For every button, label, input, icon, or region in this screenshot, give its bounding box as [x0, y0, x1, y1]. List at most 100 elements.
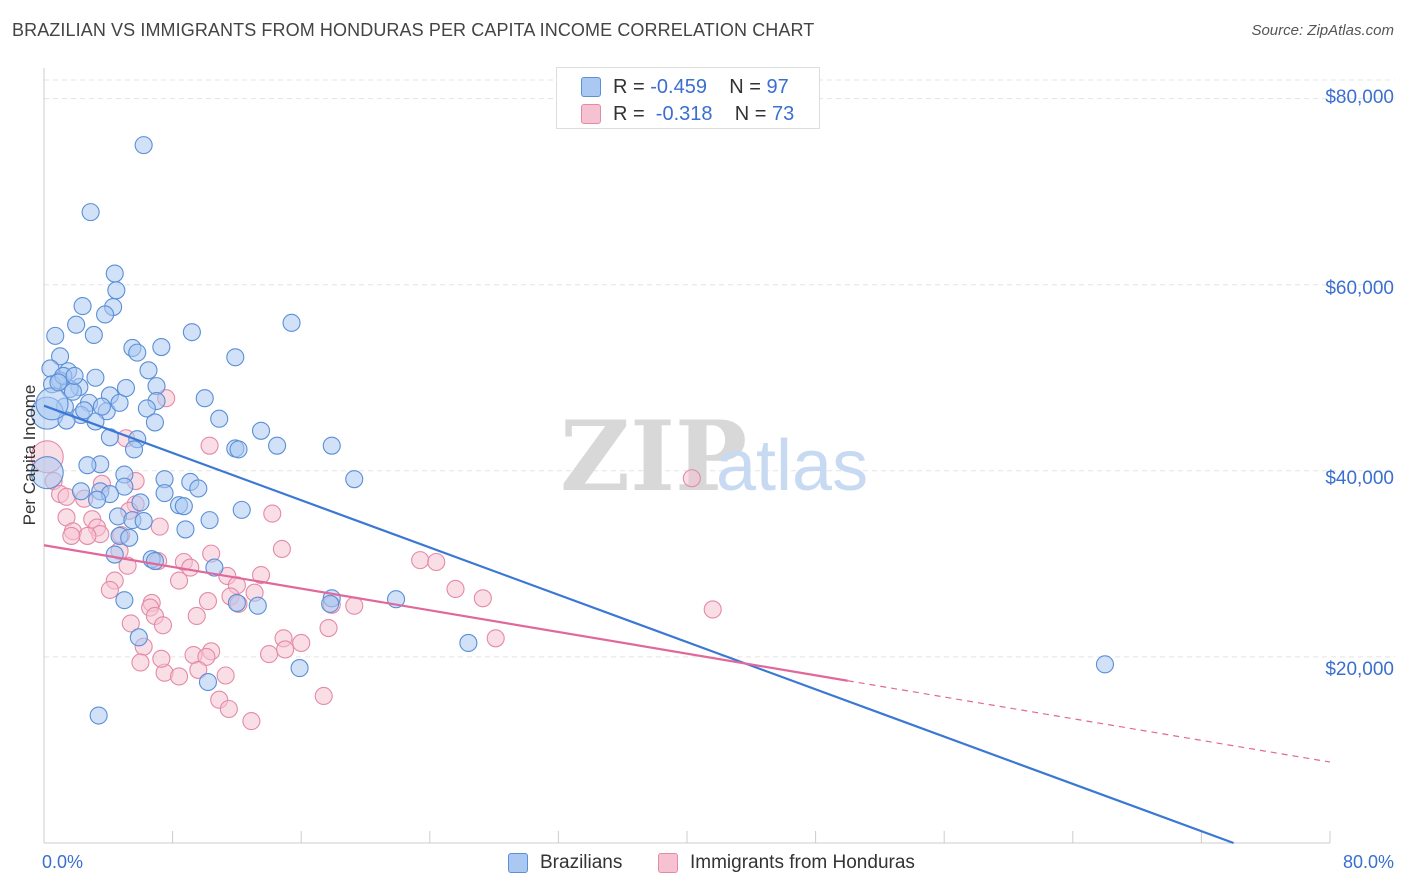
- brazilians-point-1: [81, 203, 100, 222]
- honduras-point-26: [411, 551, 430, 570]
- brazilians-point-54: [115, 477, 134, 496]
- honduras-point-63: [169, 667, 189, 686]
- brazilians-point-87: [1095, 655, 1114, 674]
- brazilians-point-16: [226, 348, 245, 367]
- brazilians-point-59: [155, 484, 174, 503]
- brazilians-point-8: [67, 315, 86, 334]
- honduras-point-13: [263, 504, 282, 523]
- brazilians-point-9: [46, 326, 65, 345]
- y-tick-80000: $80,000: [1325, 87, 1394, 108]
- n-value-honduras: 73: [772, 103, 795, 125]
- honduras-point-67: [242, 712, 261, 731]
- chart-title: BRAZILIAN VS IMMIGRANTS FROM HONDURAS PE…: [12, 20, 815, 40]
- watermark: ZIP atlas: [560, 400, 868, 513]
- brazilians-point-0: [134, 136, 153, 155]
- honduras-point-29: [118, 556, 137, 575]
- brazilians-point-10: [84, 325, 103, 345]
- legend-label-honduras: Immigrants from Honduras: [690, 852, 915, 873]
- brazilians-point-44: [268, 436, 287, 455]
- honduras-point-71: [251, 565, 271, 585]
- brazilians-point-12: [152, 337, 171, 357]
- brazilians-point-57: [71, 482, 91, 501]
- brazilians-point-79: [227, 593, 246, 612]
- brazilians-point-67: [200, 511, 219, 530]
- brazilians-point-20: [86, 368, 105, 387]
- source-label: Source: ZipAtlas.com: [1251, 22, 1394, 39]
- brazilians-point-69: [176, 520, 195, 539]
- brazilians-point-35: [137, 399, 156, 418]
- brazilians-point-71: [120, 528, 139, 547]
- brazilians-point-49: [78, 456, 97, 475]
- brazilians-point-93: [92, 397, 111, 416]
- brazilians-point-84: [290, 659, 309, 678]
- brazilians-point-96: [116, 378, 136, 398]
- honduras-point-27: [427, 552, 446, 572]
- brazilians-point-51: [345, 470, 364, 489]
- brazilians-point-88: [110, 393, 129, 412]
- brazilians-point-85: [198, 672, 218, 692]
- honduras-point-48: [153, 616, 173, 635]
- brazilians-point-60: [87, 490, 107, 509]
- brazilians-point-28: [195, 389, 214, 408]
- brazilians-point-94: [189, 479, 208, 498]
- r-value-brazilians: -0.459: [650, 76, 707, 98]
- brazilians-point-92: [145, 413, 164, 432]
- r-label: R =: [613, 76, 651, 98]
- brazilians-point-15: [51, 347, 70, 366]
- honduras-point-22: [150, 517, 169, 536]
- honduras-point-68: [314, 686, 333, 706]
- brazilians-point-40: [251, 421, 271, 440]
- brazilians-point-46: [229, 440, 248, 459]
- honduras-point-64: [152, 649, 171, 668]
- brazilians-point-78: [115, 591, 134, 610]
- x-tick-max: 80.0%: [1342, 852, 1394, 872]
- brazilians-point-89: [75, 401, 94, 420]
- r-value-honduras: -0.318: [650, 103, 713, 125]
- honduras-point-49: [319, 619, 338, 638]
- honduras-point-53: [486, 629, 505, 648]
- brazilians-point-83: [459, 633, 478, 652]
- brazilians-point-81: [321, 594, 340, 613]
- brazilians-point-86: [89, 706, 108, 725]
- n-label: N =: [734, 103, 772, 125]
- y-tick-40000: $40,000: [1325, 468, 1394, 489]
- honduras-point-47: [187, 606, 206, 626]
- honduras-point-52: [292, 633, 311, 652]
- gridlines: [44, 79, 1395, 658]
- honduras-point-66: [219, 699, 238, 719]
- honduras-point-50: [121, 614, 140, 633]
- n-value-brazilians: 97: [766, 76, 789, 98]
- trend-line-honduras: [43, 544, 848, 682]
- honduras-point-58: [216, 666, 235, 685]
- brazilians-point-61: [131, 493, 150, 512]
- brazilians-point-74: [145, 552, 164, 571]
- honduras-point-44: [345, 596, 364, 615]
- honduras-point-60: [189, 660, 208, 679]
- trend-line-honduras-extension: [847, 680, 1331, 763]
- brazilians-legend-swatch: [508, 853, 528, 873]
- honduras-point-4: [682, 469, 701, 488]
- brazilians-point-95: [65, 366, 84, 385]
- y-tick-20000: $20,000: [1325, 659, 1394, 680]
- trend-line-brazilians: [43, 404, 1234, 845]
- brazilians-point-47: [124, 440, 144, 459]
- brazilians-point-72: [105, 545, 124, 564]
- brazilians-point-75: [205, 558, 224, 577]
- brazilians-point-39: [35, 387, 69, 421]
- watermark-zip: ZIP: [560, 400, 747, 513]
- series-brazilians-points: [30, 136, 1114, 725]
- brazilians-point-82: [129, 628, 148, 647]
- y-tick-60000: $60,000: [1325, 278, 1394, 299]
- honduras-point-31: [169, 571, 189, 590]
- honduras-point-34: [100, 580, 119, 599]
- honduras-point-57: [197, 647, 216, 666]
- y-axis-label: Per Capita Income: [20, 384, 39, 526]
- honduras-point-72: [131, 653, 150, 672]
- x-tick-min: 0.0%: [42, 852, 84, 872]
- brazilians-point-11: [182, 323, 201, 342]
- honduras-swatch: [581, 104, 601, 124]
- brazilians-point-14: [128, 343, 147, 362]
- brazilians-point-91: [49, 373, 68, 392]
- trend-lines: [43, 404, 1331, 845]
- legend-label-brazilians: Brazilians: [540, 852, 623, 873]
